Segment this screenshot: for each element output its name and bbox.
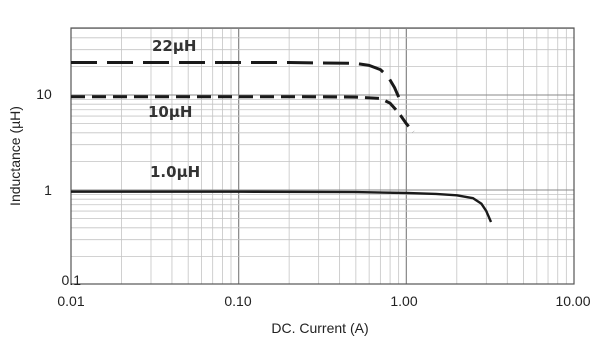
x-axis-title: DC. Current (A) [271,320,368,336]
series-label-1uh: 1.0µH [150,163,200,181]
series-line-0 [71,61,401,98]
x-tick-0.01: 0.01 [57,293,84,309]
x-tick-1.00: 1.00 [390,293,417,309]
series-label-22uh: 22µH [152,37,196,55]
y-tick-10: 10 [36,86,52,102]
series-line-2 [71,190,493,223]
x-tick-10.00: 10.00 [555,293,590,309]
series-label-10uh: 10µH [148,103,192,121]
series-lines [71,61,493,223]
y-tick-0.1: 0.1 [62,272,82,288]
grid [70,28,575,284]
plot-frame [70,27,575,285]
y-tick-1: 1 [44,182,52,198]
series-line-1 [71,95,415,133]
x-tick-0.10: 0.10 [224,293,251,309]
y-axis-title: Inductance (µH) [7,106,23,206]
